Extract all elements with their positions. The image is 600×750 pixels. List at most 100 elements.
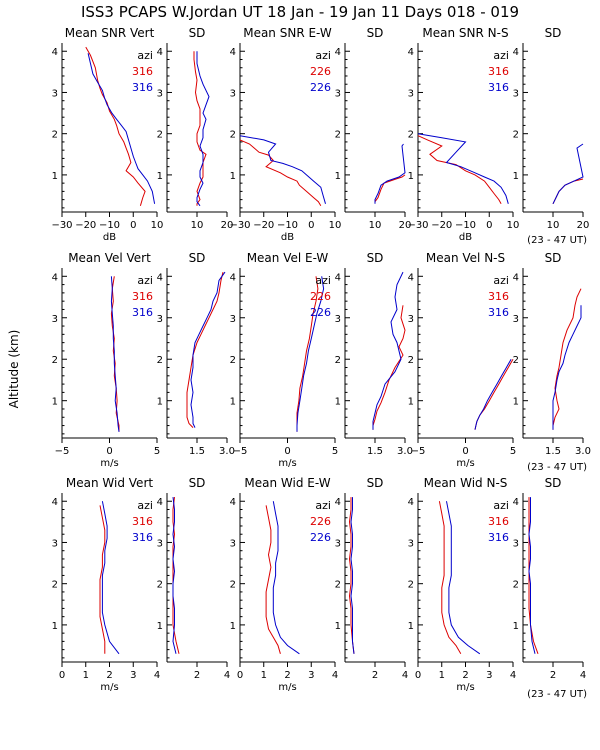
x-tick-label: −5 — [55, 446, 70, 457]
series-line-blue — [350, 497, 355, 654]
y-tick-label: 3 — [157, 538, 163, 549]
y-tick-label: 2 — [408, 355, 414, 366]
x-axis-label: dB — [103, 232, 116, 243]
panel-title: Mean SNR E-W — [243, 26, 332, 40]
y-tick-label: 4 — [335, 272, 341, 283]
footnote-time-range: (23 - 47 UT) — [527, 689, 587, 700]
x-tick-label: 0 — [308, 220, 314, 231]
x-tick-label: 0 — [237, 670, 243, 681]
series-line-blue — [374, 143, 406, 204]
x-tick-label: 5 — [510, 446, 516, 457]
panel-0-0: Mean SNR Vert 1 2 3 4 −30 −20 −10 0 10 dB azi 316 316 — [51, 26, 163, 243]
x-tick-label: 1 — [439, 670, 445, 681]
x-tick-label: 2 — [284, 670, 290, 681]
legend-entry: 316 — [488, 65, 509, 78]
legend-entry: 316 — [488, 515, 509, 528]
x-tick-label: 2 — [106, 670, 112, 681]
y-tick-label: 4 — [157, 497, 163, 508]
x-tick-label: 10 — [369, 220, 382, 231]
panel-0-3: SD 1 2 3 4 10 20 — [335, 26, 412, 231]
x-tick-label: −30 — [51, 220, 72, 231]
panel-title: Mean Vel Vert — [68, 251, 151, 265]
x-tick-label: 10 — [191, 220, 204, 231]
panel-1-3: SD 1 2 3 4 1.5 3.0 — [335, 251, 413, 457]
legend-header: azi — [137, 499, 153, 512]
x-tick-label: 4 — [580, 670, 586, 681]
x-tick-label: 10 — [547, 220, 560, 231]
y-tick-label: 1 — [408, 171, 414, 182]
x-tick-label: 4 — [332, 670, 338, 681]
y-tick-label: 1 — [157, 397, 163, 408]
panel-title: SD — [189, 26, 206, 40]
panel-1-2: Mean Vel E-W 1 2 3 4 −5 0 5 m/s azi 226 226 — [230, 251, 339, 469]
panel-0-1: SD 1 2 3 4 10 20 — [157, 26, 234, 231]
x-tick-label: 3 — [130, 670, 136, 681]
series-line-red — [193, 51, 207, 206]
y-tick-label: 3 — [52, 314, 58, 325]
x-tick-label: 4 — [224, 670, 230, 681]
panel-title: SD — [367, 251, 384, 265]
y-tick-label: 3 — [408, 538, 414, 549]
x-axis-label: m/s — [456, 682, 474, 693]
panel-0-4: Mean SNR N-S 1 2 3 4 −30 −20 −10 0 10 dB azi 316 316 — [407, 26, 519, 243]
y-tick-label: 4 — [52, 497, 58, 508]
y-tick-label: 3 — [513, 88, 519, 99]
y-tick-label: 3 — [52, 88, 58, 99]
panel-0-2: Mean SNR E-W 1 2 3 4 −30 −20 −10 0 10 dB azi 226 226 — [229, 26, 341, 243]
y-tick-label: 2 — [157, 580, 163, 591]
y-tick-label: 1 — [408, 621, 414, 632]
y-tick-label: 3 — [335, 88, 341, 99]
x-tick-label: 2 — [372, 670, 378, 681]
x-tick-label: 1.5 — [367, 446, 383, 457]
y-tick-label: 2 — [513, 580, 519, 591]
series-line-blue — [87, 53, 156, 204]
series-line-red — [296, 276, 319, 432]
series-line-blue — [172, 497, 177, 654]
x-tick-label: 3.0 — [397, 446, 413, 457]
y-tick-label: 2 — [335, 355, 341, 366]
x-tick-label: 3.0 — [575, 446, 591, 457]
series-line-blue — [196, 51, 210, 207]
legend-entry: 316 — [132, 65, 153, 78]
y-tick-label: 3 — [513, 314, 519, 325]
panel-title: Mean SNR Vert — [65, 26, 155, 40]
x-tick-label: 0 — [462, 446, 468, 457]
y-tick-label: 2 — [513, 355, 519, 366]
x-tick-label: 0 — [284, 446, 290, 457]
y-tick-label: 2 — [513, 130, 519, 141]
series-line-blue — [239, 135, 326, 204]
x-tick-label: −10 — [99, 220, 120, 231]
x-tick-label: 0 — [486, 220, 492, 231]
y-tick-label: 4 — [230, 497, 236, 508]
legend-header: azi — [493, 499, 509, 512]
y-tick-label: 1 — [335, 621, 341, 632]
y-tick-label: 3 — [335, 314, 341, 325]
footnotes: (23 - 47 UT) (23 - 47 UT) (23 - 47 UT) — [527, 235, 587, 700]
y-tick-label: 4 — [335, 47, 341, 58]
series-line-blue — [372, 271, 404, 430]
y-tick-label: 3 — [408, 88, 414, 99]
figure-title: ISS3 PCAPS W.Jordan UT 18 Jan - 19 Jan 1… — [81, 3, 519, 21]
x-tick-label: 3 — [308, 670, 314, 681]
panel-2-1: SD 1 2 3 4 2 4 — [157, 476, 231, 681]
y-tick-label: 2 — [230, 580, 236, 591]
panel-2-4: Mean Wid N-S 1 2 3 4 0 1 2 3 4 m/s azi 316 316 — [408, 476, 517, 693]
legend-header: azi — [493, 49, 509, 62]
panel-title: SD — [545, 26, 562, 40]
y-tick-label: 2 — [230, 355, 236, 366]
y-tick-label: 1 — [52, 171, 58, 182]
x-tick-label: −5 — [233, 446, 248, 457]
panel-title: Mean Wid Vert — [66, 476, 153, 490]
y-tick-label: 3 — [52, 538, 58, 549]
footnote-time-range: (23 - 47 UT) — [527, 235, 587, 246]
series-line-red — [239, 139, 322, 207]
y-tick-label: 3 — [230, 538, 236, 549]
series-line-red — [172, 497, 180, 654]
x-tick-label: 0 — [130, 220, 136, 231]
x-axis-label: dB — [281, 232, 294, 243]
legend-header: azi — [315, 499, 331, 512]
series-line-blue — [552, 143, 584, 205]
x-tick-label: 4 — [154, 670, 160, 681]
series-line-red — [372, 305, 406, 430]
